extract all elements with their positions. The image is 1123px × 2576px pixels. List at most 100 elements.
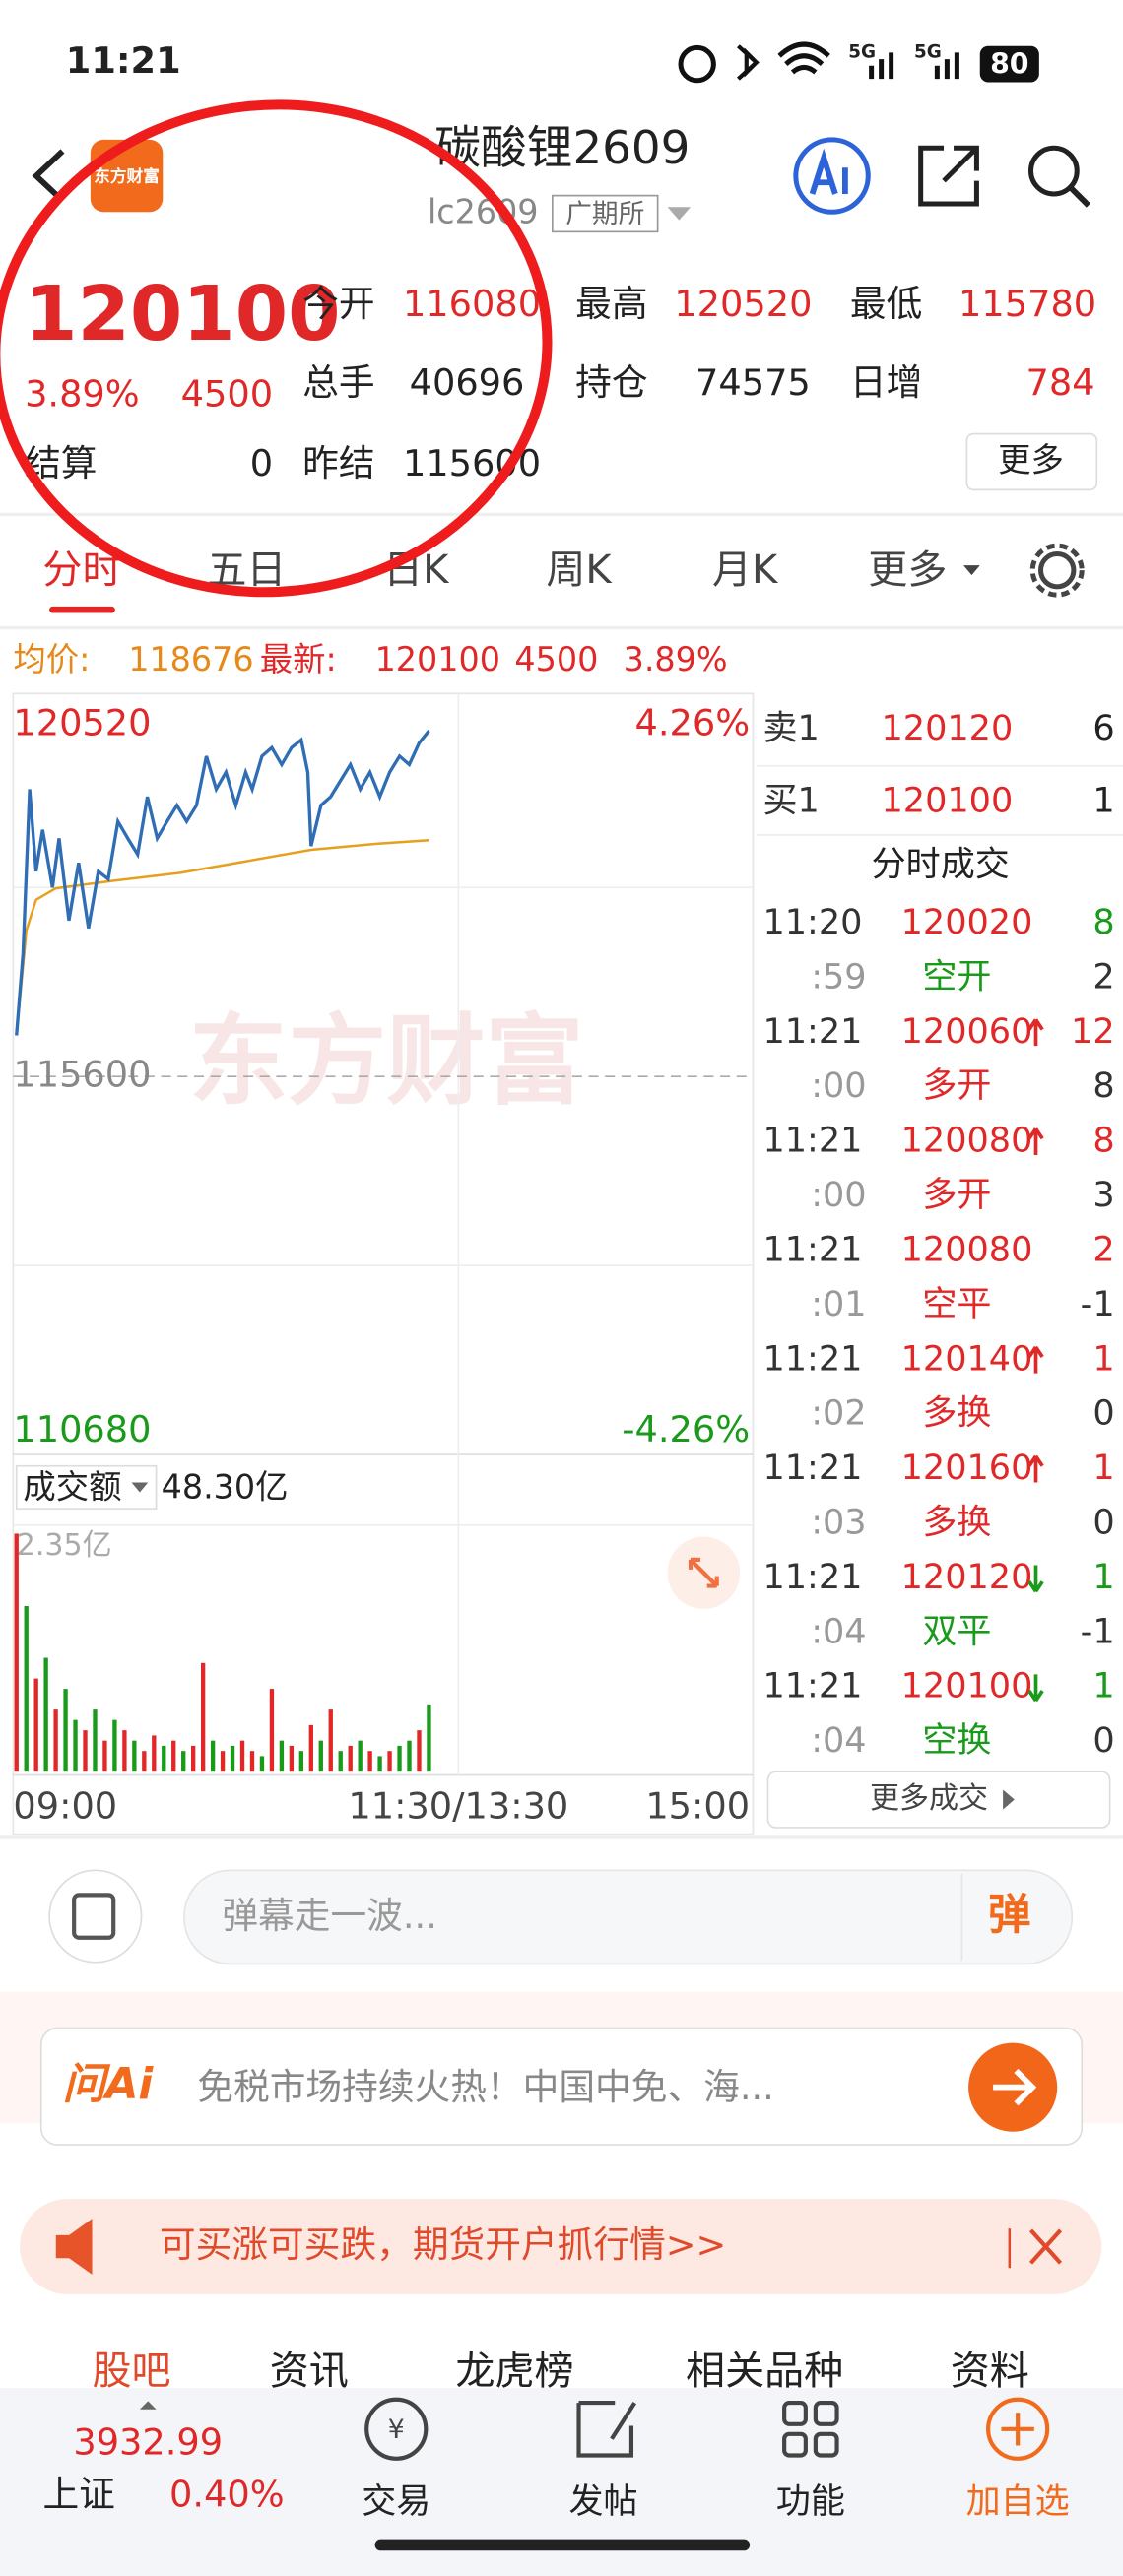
volume-bar	[122, 1730, 127, 1772]
index-value[interactable]: 3932.99	[73, 2420, 223, 2463]
contract-code: lc2609	[428, 192, 539, 230]
info-line: 均价: 118676 最新: 120100 4500 3.89%	[13, 639, 727, 677]
trade-kind: 空换	[922, 1720, 991, 1761]
field-value: 784	[1026, 361, 1095, 404]
trade-change: 8	[1092, 1065, 1114, 1106]
trade-direction	[1027, 1674, 1044, 1703]
volume-selector[interactable]	[15, 1464, 158, 1510]
volume-tick-label: 2.35亿	[17, 1528, 112, 1563]
nav-item[interactable]: 交易	[362, 2481, 430, 2522]
trade-kind: 空开	[922, 956, 991, 997]
volume-total: 48.30亿	[162, 1468, 289, 1507]
trade-direction	[1027, 1565, 1044, 1593]
price-line	[15, 729, 430, 1036]
tab[interactable]: 分时	[42, 547, 121, 593]
order-book: 卖1 120120 6 买1 120100 1	[762, 708, 1114, 820]
tab[interactable]: 相关品种	[686, 2349, 843, 2394]
dropdown-icon[interactable]	[667, 207, 692, 221]
book-volume: 1	[1092, 780, 1114, 820]
ad-banner[interactable]	[20, 2199, 1102, 2294]
volume-bar	[73, 1719, 78, 1772]
field-value: 116080	[403, 283, 541, 325]
pct-top-label: 4.26%	[634, 702, 750, 744]
trade-time: 11:21	[762, 1121, 862, 1161]
ai-card[interactable]	[39, 2027, 1084, 2146]
trade-volume: 2	[1092, 1229, 1114, 1269]
volume-bar	[289, 1745, 295, 1772]
field-label: 日增	[850, 361, 922, 404]
trade-price: 120080	[901, 1121, 1033, 1161]
volume-bar	[162, 1745, 166, 1772]
chart-frame	[12, 692, 755, 1835]
tab[interactable]: 资料	[951, 2349, 1029, 2394]
signal-label: 5G	[914, 41, 942, 62]
nav-item[interactable]: 发帖	[569, 2481, 638, 2522]
volume-bar	[328, 1709, 333, 1772]
y-bottom-label: 110680	[13, 1408, 151, 1450]
settings-button[interactable]	[1038, 550, 1077, 590]
x-tick-label: 11:30/13:30	[348, 1784, 568, 1827]
bottom-tabs: 股吧 资讯 龙虎榜 相关品种 资料	[93, 2349, 1029, 2394]
tab[interactable]: 月K	[712, 547, 779, 593]
trade-volume: 1	[1092, 1666, 1114, 1707]
tab[interactable]: 股吧	[93, 2349, 171, 2394]
more-trades-button[interactable]	[766, 1771, 1111, 1829]
yen-glyph: ¥	[388, 2415, 405, 2445]
volume-bar	[318, 1740, 323, 1772]
trade-kind: 多开	[922, 1175, 991, 1215]
index-name[interactable]: 上证	[42, 2474, 114, 2516]
trade-time: 11:21	[762, 1229, 862, 1269]
volume-bar	[348, 1745, 353, 1772]
avg-line	[15, 838, 429, 1036]
back-button[interactable]	[32, 149, 65, 203]
pct-bottom-label: -4.26%	[622, 1408, 750, 1450]
more-button[interactable]	[965, 432, 1098, 491]
trade-price: 120080	[901, 1229, 1033, 1269]
trade-kind: 双平	[922, 1611, 991, 1651]
ai-button[interactable]	[793, 137, 871, 215]
trade-price: 120160	[901, 1448, 1033, 1488]
expand-icon	[688, 1557, 719, 1588]
volume-bar	[377, 1756, 382, 1772]
close-button[interactable]	[1028, 2228, 1063, 2265]
volume-bar	[24, 1606, 29, 1772]
volume-bar	[83, 1730, 88, 1772]
trade-price: 120140	[901, 1338, 1033, 1379]
nav-item[interactable]: 加自选	[966, 2481, 1070, 2522]
x-tick-label: 15:00	[645, 1784, 750, 1827]
plus-glyph	[1001, 2413, 1034, 2446]
tab[interactable]: 更多	[868, 547, 947, 593]
trade-seconds: :03	[811, 1503, 866, 1543]
last-price: 120100	[25, 271, 340, 358]
index-pct[interactable]: 0.40%	[169, 2474, 285, 2516]
volume-bar	[152, 1735, 157, 1772]
search-handle	[1068, 185, 1090, 208]
trades-title: 分时成交	[872, 845, 1010, 885]
home-indicator	[374, 2539, 751, 2551]
nav-item[interactable]: 功能	[776, 2481, 845, 2522]
trade-seconds: :01	[811, 1284, 866, 1324]
volume-bar	[387, 1751, 392, 1772]
alarm-icon	[678, 44, 716, 84]
tab[interactable]: 龙虎榜	[455, 2349, 573, 2394]
battery	[979, 45, 1039, 83]
tab[interactable]: 资讯	[270, 2349, 349, 2394]
trade-seconds: :00	[811, 1065, 866, 1106]
volume-bar	[33, 1678, 38, 1772]
trade-seconds: :04	[811, 1611, 866, 1651]
dropdown-icon	[131, 1482, 149, 1493]
last-value: 120100	[375, 639, 500, 677]
settle: 0	[250, 442, 273, 484]
danmaku-toggle[interactable]	[48, 1869, 143, 1964]
arrow-icon	[993, 2068, 1037, 2106]
volume-bar	[358, 1740, 363, 1772]
share-button[interactable]	[918, 145, 979, 207]
tab[interactable]: 周K	[546, 547, 613, 593]
danmaku-button[interactable]: 弹	[988, 1891, 1030, 1940]
trade-time: 11:21	[762, 1666, 862, 1707]
book-volume: 6	[1092, 708, 1114, 748]
danmaku-input[interactable]	[183, 1869, 1074, 1965]
volume-bar	[407, 1740, 412, 1772]
search-button[interactable]	[1027, 145, 1080, 197]
